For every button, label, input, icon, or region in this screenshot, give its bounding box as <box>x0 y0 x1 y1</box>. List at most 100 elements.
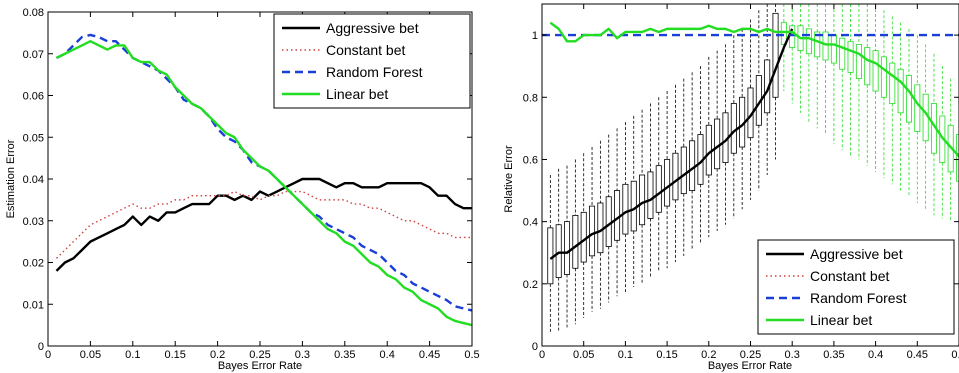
left-x-tick-label: 0.35 <box>334 349 355 361</box>
boxplot-linear-box <box>897 68 904 114</box>
right-x-tick-label: 0.25 <box>740 349 761 361</box>
boxplot-linear-box <box>872 50 879 92</box>
right-x-tick-label: 0.3 <box>785 349 800 361</box>
right-x-tick-label: 0.15 <box>656 349 677 361</box>
right-x-tick-label: 0.4 <box>868 349 883 361</box>
boxplot-aggressive-box <box>630 180 637 232</box>
boxplot-linear-box <box>864 47 871 86</box>
left-y-tick-label: 0.06 <box>23 91 44 103</box>
left-legend-frame <box>273 13 471 109</box>
left-y-tick-label: 0.08 <box>23 7 44 19</box>
right-y-tick-label: 0.8 <box>523 92 538 104</box>
left-legend: Aggressive bet Constant bet Random Forest L… <box>273 13 471 109</box>
boxplot-aggressive-box <box>680 146 687 195</box>
boxplot-aggressive-box <box>597 202 604 254</box>
boxplot-aggressive-box <box>730 103 737 154</box>
boxplot-aggressive-box <box>772 12 779 98</box>
left-series-line-random-forest <box>55 33 472 312</box>
right-x-tick-label: 0.45 <box>907 349 928 361</box>
boxplot-linear-box <box>914 84 921 132</box>
right-x-tick-label: 0.1 <box>618 349 633 361</box>
boxplot-linear-box <box>855 44 862 80</box>
left-x-axis-label: Bayes Error Rate <box>218 360 302 372</box>
left-x-tick-label: 0.3 <box>295 349 310 361</box>
right-y-tick-label: 0.6 <box>523 154 538 166</box>
boxplot-aggressive-box <box>572 215 579 269</box>
boxplot-linear-box <box>880 56 887 98</box>
boxplot-linear-box <box>889 62 896 104</box>
left-x-tick-label: 0.1 <box>125 349 140 361</box>
right-series-line-aggressive-bet <box>549 28 794 260</box>
chart-estimation-error: 0 0.05 0.1 0.15 0.2 0.25 0.3 0.35 0.4 0.45 0.5 0 0.0… <box>5 7 480 372</box>
left-x-tick-label: 0.05 <box>80 349 101 361</box>
left-legend-entry: Constant bet <box>326 42 405 58</box>
boxplot-aggressive-box <box>547 227 554 285</box>
left-legend-entry: Random Forest <box>326 64 423 80</box>
left-y-tick-label: 0 <box>38 341 44 353</box>
boxplot-aggressive-box <box>614 190 621 241</box>
right-x-tick-label: 0.35 <box>823 349 844 361</box>
chart-relative-error: 0 0.05 0.1 0.15 0.2 0.25 0.3 0.35 0.4 0.45 0.5 0 0.2… <box>503 3 959 372</box>
boxplot-linear-box <box>830 34 837 64</box>
left-legend-entry: Linear bet <box>326 86 388 102</box>
left-y-tick-label: 0.03 <box>23 216 44 228</box>
left-legend-entry: Aggressive bet <box>326 20 419 36</box>
boxplot-linear-box <box>780 22 787 45</box>
boxplot-aggressive-box <box>580 211 587 263</box>
left-y-tick-label: 0.07 <box>23 49 44 61</box>
boxplot-aggressive-box <box>689 140 696 191</box>
boxplot-linear-box <box>839 37 846 70</box>
right-ticks-layer: 0 0.05 0.1 0.15 0.2 0.25 0.3 0.35 0.4 0.45 0.5 0 0.2… <box>523 4 959 361</box>
boxplot-aggressive-box <box>714 118 721 170</box>
left-series-line-linear-bet <box>55 40 472 327</box>
right-legend-frame <box>757 239 955 335</box>
right-legend-entry: Random Forest <box>810 290 907 306</box>
boxplot-aggressive-box <box>705 124 712 176</box>
boxplot-linear-box <box>822 31 829 61</box>
boxplot-linear-box <box>814 31 821 58</box>
boxplot-aggressive-box <box>664 159 671 207</box>
left-x-tick-label: 0.2 <box>210 349 225 361</box>
left-x-tick-label: 0.4 <box>380 349 395 361</box>
left-x-tick-label: 0.25 <box>249 349 270 361</box>
boxplot-aggressive-box <box>589 205 596 257</box>
left-ticks-layer: 0 0.05 0.1 0.15 0.2 0.25 0.3 0.35 0.4 0.45 0.5 0 0.0… <box>23 7 480 361</box>
right-y-tick-label: 1 <box>532 30 538 42</box>
boxplot-aggressive-box <box>655 165 662 213</box>
boxplot-aggressive-box <box>605 196 612 247</box>
left-y-tick-label: 0.01 <box>23 299 44 311</box>
boxplot-linear-box <box>847 40 854 73</box>
right-legend-entry: Constant bet <box>810 268 889 284</box>
boxplot-aggressive-box <box>639 174 646 226</box>
left-y-axis-label: Estimation Error <box>5 139 17 218</box>
right-x-tick-label: 0.05 <box>573 349 594 361</box>
left-x-tick-label: 0 <box>45 349 51 361</box>
boxplot-aggressive-box <box>555 224 562 278</box>
right-x-tick-label: 0 <box>539 349 545 361</box>
boxplot-aggressive-box <box>647 171 654 219</box>
boxplot-linear-box <box>905 75 912 123</box>
boxplot-aggressive-box <box>564 221 571 275</box>
right-y-axis-label: Relative Error <box>503 145 515 213</box>
right-x-tick-label: 0.2 <box>701 349 716 361</box>
boxplot-linear-box <box>805 28 812 55</box>
left-x-tick-label: 0.15 <box>164 349 185 361</box>
boxplot-aggressive-box <box>622 183 629 235</box>
right-legend-entry: Linear bet <box>810 312 872 328</box>
right-legend: Aggressive bet Constant bet Random Forest L… <box>757 239 955 335</box>
left-y-tick-label: 0.04 <box>23 174 44 186</box>
left-series-line-aggressive-bet <box>55 177 472 272</box>
left-series-line-constant-bet <box>55 190 472 259</box>
left-x-tick-label: 0.45 <box>419 349 440 361</box>
left-y-tick-label: 0.05 <box>23 132 44 144</box>
boxplot-aggressive-box <box>672 152 679 201</box>
right-boxplot-layer <box>547 4 959 334</box>
left-x-tick-label: 0.5 <box>464 349 479 361</box>
right-x-axis-label: Bayes Error Rate <box>708 360 792 372</box>
left-y-tick-label: 0.02 <box>23 258 44 270</box>
left-series-layer <box>55 33 472 327</box>
right-series-layer <box>542 21 959 260</box>
boxplot-linear-box <box>956 134 959 182</box>
right-y-tick-label: 0.4 <box>523 217 538 229</box>
